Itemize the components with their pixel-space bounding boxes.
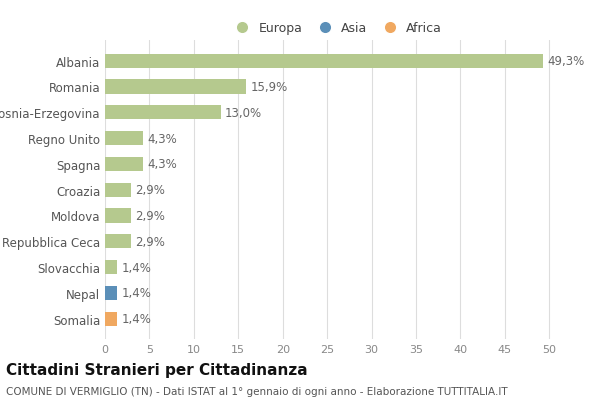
Bar bbox=[105, 183, 131, 197]
Bar bbox=[105, 260, 118, 274]
Bar bbox=[105, 209, 131, 223]
Bar bbox=[105, 80, 246, 94]
Text: Cittadini Stranieri per Cittadinanza: Cittadini Stranieri per Cittadinanza bbox=[6, 362, 308, 377]
Text: 1,4%: 1,4% bbox=[122, 261, 152, 274]
Text: 49,3%: 49,3% bbox=[547, 55, 585, 68]
Text: COMUNE DI VERMIGLIO (TN) - Dati ISTAT al 1° gennaio di ogni anno - Elaborazione : COMUNE DI VERMIGLIO (TN) - Dati ISTAT al… bbox=[6, 387, 508, 396]
Text: 15,9%: 15,9% bbox=[251, 81, 288, 94]
Bar bbox=[105, 286, 118, 300]
Text: 2,9%: 2,9% bbox=[135, 209, 165, 222]
Bar bbox=[105, 132, 143, 146]
Text: 13,0%: 13,0% bbox=[225, 106, 262, 119]
Text: 4,3%: 4,3% bbox=[148, 158, 178, 171]
Bar bbox=[105, 235, 131, 249]
Text: 4,3%: 4,3% bbox=[148, 132, 178, 145]
Bar bbox=[105, 106, 221, 120]
Legend: Europa, Asia, Africa: Europa, Asia, Africa bbox=[225, 17, 447, 40]
Bar bbox=[105, 157, 143, 171]
Text: 2,9%: 2,9% bbox=[135, 184, 165, 197]
Text: 1,4%: 1,4% bbox=[122, 287, 152, 299]
Bar bbox=[105, 312, 118, 326]
Text: 2,9%: 2,9% bbox=[135, 235, 165, 248]
Text: 1,4%: 1,4% bbox=[122, 312, 152, 325]
Bar bbox=[105, 54, 543, 69]
